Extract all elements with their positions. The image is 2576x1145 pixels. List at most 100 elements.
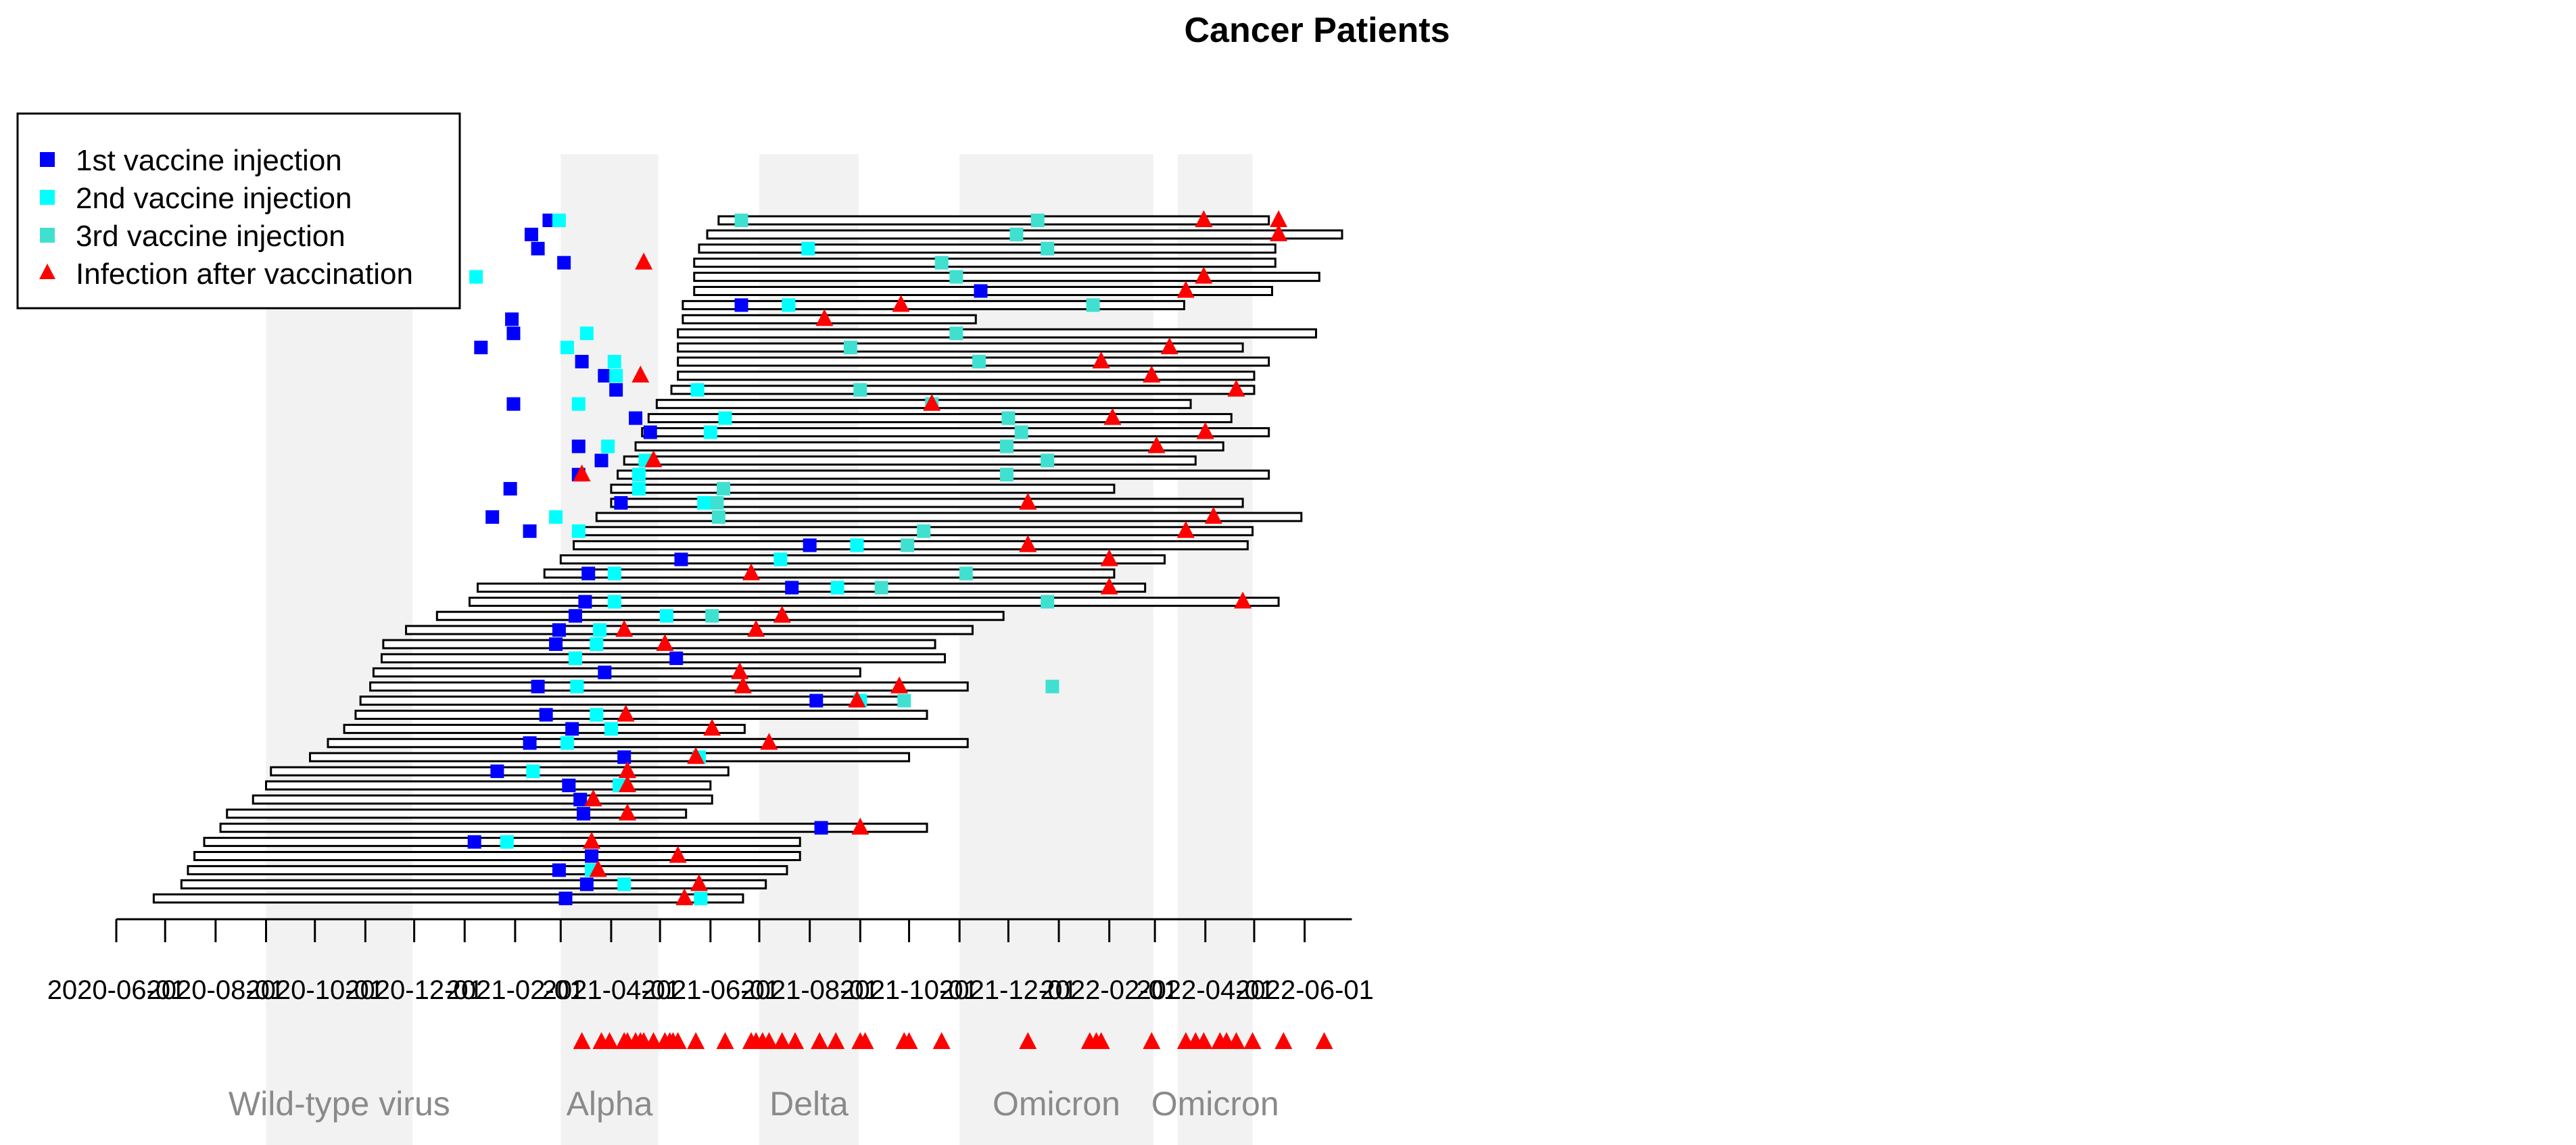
second-injection-marker [549,510,563,524]
second-injection-marker [571,524,586,538]
patient-bar-18 [623,455,1197,466]
third-injection-marker [874,581,888,595]
third-injection-marker [1045,679,1059,693]
patient-bar-28 [468,596,1280,607]
legend-label: 2nd vaccine injection [76,182,352,215]
patient-bar-30 [405,625,974,635]
infection-marker [573,464,591,482]
summary-infection-marker [786,1032,805,1049]
infection-marker [619,775,637,792]
patient-bar-21 [610,497,1244,508]
third-injection-marker [972,355,986,368]
patient-bar-43 [226,808,688,819]
infection-marker [742,563,761,581]
patient-bar-12 [677,370,1256,381]
first-injection-marker [565,722,579,736]
infection-marker [760,733,778,750]
second-injection-marker [601,439,615,454]
legend-marker [39,264,55,279]
third-injection-marker [1009,227,1024,241]
x-axis-tick-label: 2020-10-01 [245,975,384,1005]
infection-marker [1270,210,1288,227]
infection-marker [644,450,663,468]
first-injection-marker [552,863,566,877]
legend-marker [40,152,55,167]
patient-bar-14 [655,399,1192,410]
patient-bar-32 [380,653,947,664]
legend-box [16,112,461,310]
patient-bar-17 [634,441,1224,452]
third-injection-marker [843,341,857,355]
x-axis: 2020-06-012020-08-012020-10-012020-12-01… [47,918,1374,1005]
summary-infection-marker [1227,1032,1245,1049]
summary-infection-marker [1243,1032,1262,1049]
first-injection-marker [609,383,623,397]
second-injection-marker [500,835,514,849]
second-injection-marker [617,877,631,892]
infection-marker [747,620,765,637]
infection-marker [617,704,635,722]
infection-marker [1234,591,1252,609]
infection-marker [731,662,749,679]
variant-band-2 [560,154,659,1145]
patient-bar-38 [327,737,969,748]
x-axis-tick-label: 2022-04-01 [1136,975,1274,1005]
infection-marker [1019,535,1037,552]
summary-infection-marker [600,1032,619,1049]
legend-label: 1st vaccine injection [76,144,342,177]
second-injection-marker [607,595,621,609]
first-injection-marker [485,510,500,524]
summary-infection-marker [1143,1032,1161,1049]
infection-marker [1147,436,1166,454]
second-injection-marker [631,482,646,496]
first-injection-marker [598,665,612,679]
infection-marker [1100,577,1118,595]
patient-bar-34 [369,681,969,692]
first-injection-marker [557,255,571,270]
third-injection-marker [734,214,748,227]
third-injection-marker [710,496,724,510]
patient-bar-27 [477,582,1147,593]
patient-bar-19 [617,469,1270,480]
third-injection-marker [934,255,949,270]
infection-marker [1196,422,1214,439]
infection-marker [675,888,694,906]
first-injection-marker [573,792,588,806]
infection-marker [815,309,834,326]
first-injection-marker [474,341,488,355]
patient-bar-2 [706,229,1343,240]
infection-marker [1103,408,1122,425]
infection-marker [890,676,909,693]
legend-label: Infection after vaccination [76,258,413,291]
summary-infection-marker [1019,1032,1037,1049]
variant-labels: Wild-type virus Alpha Delta Omicron Omicron [229,1085,1279,1123]
second-injection-marker [782,298,796,312]
summary-infection-marker [760,1032,778,1049]
third-injection-marker [917,524,931,538]
summary-infection-marker [900,1032,918,1049]
patient-bar-48 [180,879,767,890]
first-injection-marker [575,355,589,368]
patient-bar-7 [682,299,1185,310]
summary-infection-marker [716,1032,734,1049]
first-injection-marker [674,552,688,566]
first-injection-marker [490,764,504,779]
second-injection-marker [609,368,623,383]
third-injection-marker [711,510,725,524]
third-injection-marker [853,383,867,397]
third-injection-marker [1000,468,1014,482]
first-injection-marker [814,821,828,835]
variant-label: Delta [769,1085,849,1123]
variant-band-5 [1177,154,1253,1145]
patient-bar-41 [265,780,712,791]
first-injection-marker [614,496,628,510]
patient-bar-13 [670,385,1256,395]
first-injection-marker [539,708,553,722]
legend-marker [40,228,55,243]
second-injection-marker [560,736,574,750]
third-injection-marker [1041,595,1055,609]
third-injection-marker [949,326,963,341]
patient-bar-46 [193,851,801,861]
patient-bar-20 [610,483,1116,494]
